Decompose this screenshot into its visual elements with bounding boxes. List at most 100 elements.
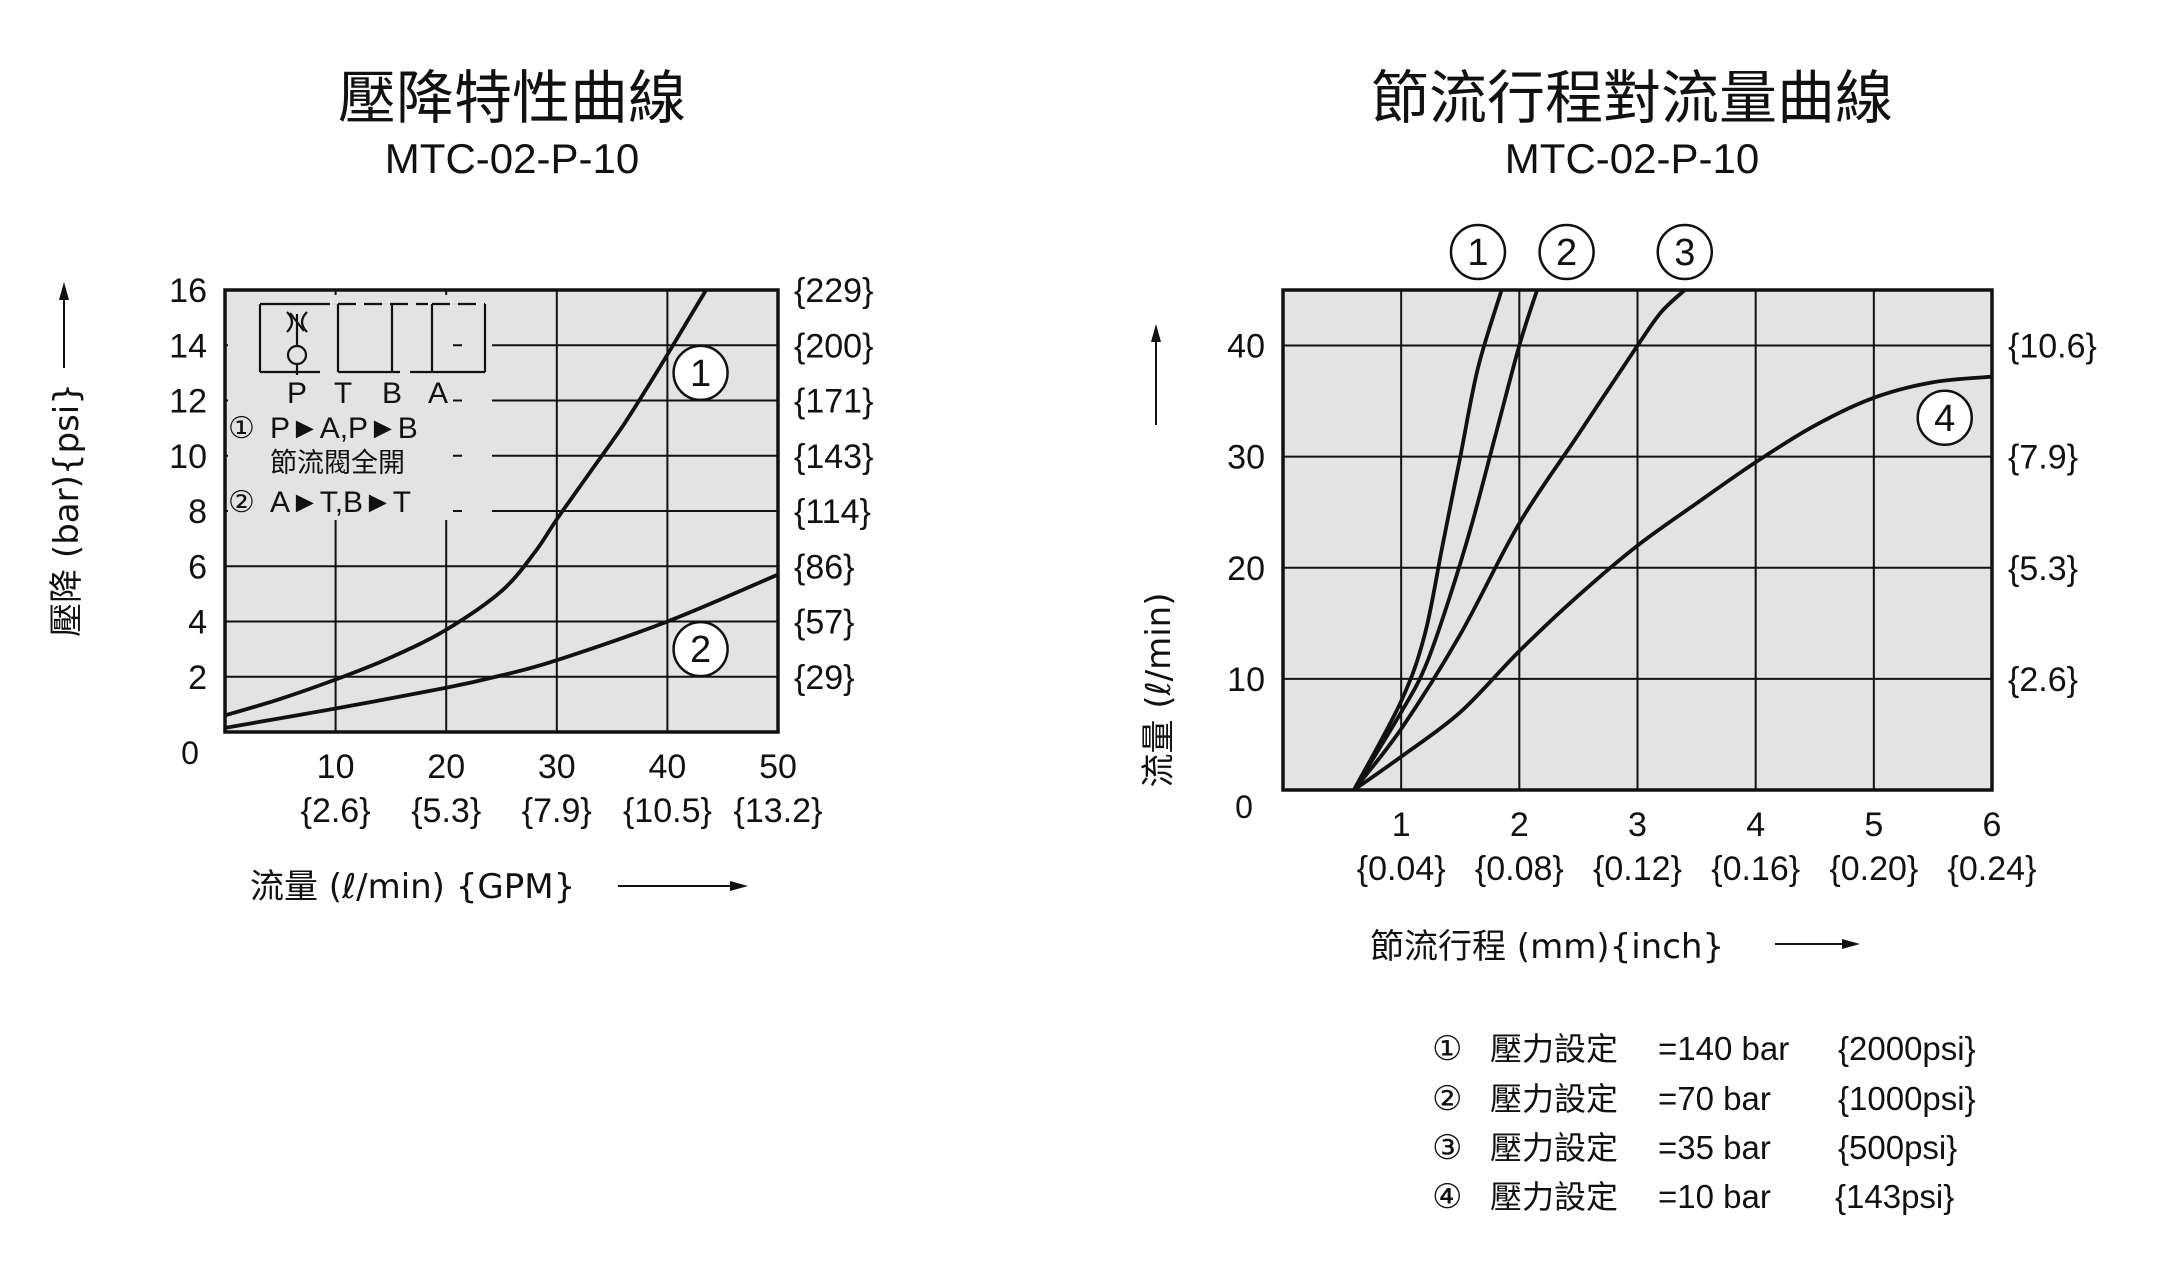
chart1-x-tick-label: 40 <box>648 748 686 786</box>
chart1-y-tick-right: {86} <box>794 548 855 586</box>
chart2-y-tick-right: {7.9} <box>2008 439 2078 477</box>
chart2-series-3-marker-number: 3 <box>1674 232 1695 274</box>
chart1-y-tick-label: 14 <box>169 327 207 365</box>
chart1-x-tick-label: 30 <box>538 748 576 786</box>
chart1-y-axis-label: 壓降 (bar){psi} <box>47 383 87 637</box>
chart2-series-1-marker-circle <box>1449 223 1507 281</box>
footnote-3-psi: {500psi} <box>1838 1129 1957 1166</box>
chart1-ticks: 10{2.6}20{5.3}30{7.9}40{10.5}50{13.2}2 {2… <box>169 272 873 830</box>
chart1-y-tick-label: 8 <box>188 493 207 531</box>
chart1-series-2-marker-number: 2 <box>690 629 711 671</box>
chart2-y-tick-right: {2.6} <box>2008 661 2078 699</box>
chart1-y-tick-right: {57} <box>794 604 855 642</box>
valve-symbol-icon <box>258 302 487 375</box>
chart2-x-axis-label: 節流行程 (mm){inch} <box>1370 927 1724 967</box>
chart2-y-axis-label: 流量 (ℓ/min) <box>1139 593 1179 788</box>
throttle-flow-chart: 節流行程對流量曲線 MTC-02-P-10 1 2 3 4 1 {0.04} 2 {0.08… <box>1139 64 2097 1216</box>
chart2-x-tick-sub: {0.08} <box>1475 850 1564 888</box>
chart1-x-zero-label: 0 <box>181 735 199 771</box>
chart1-x-tick-sub: {7.9} <box>522 792 592 830</box>
chart1-y-tick-label: 4 <box>188 604 207 642</box>
footnote-2-value: =70 bar <box>1658 1080 1771 1117</box>
chart2-series-1-line <box>1352 290 1504 790</box>
chart1-y-tick-right: {171} <box>794 383 873 421</box>
chart1-x-tick-label: 10 <box>317 748 355 786</box>
chart1-y-tick-label: 12 <box>169 383 207 421</box>
footnote-4-marker: ④ <box>1432 1178 1462 1216</box>
chart2-y-tick-label: 10 <box>1227 661 1265 699</box>
chart1-y-tick-label: 16 <box>169 272 207 310</box>
inset-background-strip <box>462 295 492 513</box>
chart2-series-2-marker-circle <box>1538 223 1595 281</box>
chart1-subtitle: MTC-02-P-10 <box>385 135 639 182</box>
chart1-y-tick-right: {29} <box>794 659 855 697</box>
chart1-x-tick-sub: {2.6} <box>301 792 371 830</box>
chart1-x-axis-label: 流量 (ℓ/min) {GPM} <box>250 867 575 907</box>
chart2-x-tick-label: 5 <box>1864 806 1883 844</box>
chart2-x-tick-sub: {0.24} <box>1948 850 2037 888</box>
footnote-2-psi: {1000psi} <box>1838 1080 1976 1117</box>
port-label-a: A <box>428 377 448 410</box>
chart1-y-tick-label: 2 <box>188 659 207 697</box>
chart2-x-tick-sub: {0.12} <box>1593 850 1682 888</box>
footnote-3-marker: ③ <box>1432 1129 1462 1167</box>
chart2-series-2-line <box>1352 290 1539 790</box>
chart2-footnotes: ① 壓力設定 =140 bar {2000psi} ② 壓力設定 =70 bar… <box>1432 1030 1976 1216</box>
inset-item-1-note: 節流閥全開 <box>270 448 405 479</box>
chart2-x-arrow-icon <box>1775 939 1860 949</box>
chart1-y-tick-right: {114} <box>794 493 871 531</box>
chart2-series-3-marker-circle <box>1656 223 1714 281</box>
chart2-x-tick-sub: {0.20} <box>1829 850 1918 888</box>
chart2-y-arrow-icon <box>1151 324 1161 425</box>
chart1-frame <box>223 288 780 734</box>
chart1-x-tick-sub: {5.3} <box>411 792 481 830</box>
inset-item-2-marker: ② <box>228 486 255 519</box>
chart2-subtitle: MTC-02-P-10 <box>1505 135 1759 182</box>
chart1-y-tick-right: {200} <box>794 327 873 365</box>
chart2-series: 1 2 3 4 <box>1352 223 1992 790</box>
footnote-2-label: 壓力設定 <box>1490 1080 1618 1118</box>
footnote-4-psi: {143psi} <box>1835 1178 1954 1215</box>
chart2-series-1-marker-number: 1 <box>1467 232 1488 274</box>
port-label-t: T <box>334 377 352 410</box>
chart2-frame <box>1281 288 1994 792</box>
chart2-grid <box>1283 290 1992 790</box>
footnote-2-marker: ② <box>1432 1080 1462 1118</box>
chart2-series-3-line <box>1352 290 1687 790</box>
chart2-x-tick-label: 1 <box>1392 806 1411 844</box>
chart2-y-tick-label: 30 <box>1227 439 1265 477</box>
chart2-title: 節流行程對流量曲線 <box>1371 64 1893 132</box>
chart1-series-1-marker-circle <box>672 344 729 402</box>
chart1-x-tick-label: 50 <box>759 748 797 786</box>
port-label-b: B <box>382 377 402 410</box>
chart1-x-tick-sub: {10.5} <box>623 792 712 830</box>
chart2-ticks: 1 {0.04} 2 {0.08} 3 {0.12} 4 {0.16} 5 {0.20} 6 {0.2… <box>1227 328 2097 888</box>
inset-item-2-text: A►T,B►T <box>270 486 411 519</box>
chart2-x-tick-sub: {0.16} <box>1711 850 1800 888</box>
chart2-y-tick-right: {5.3} <box>2008 550 2078 588</box>
footnote-4-value: =10 bar <box>1658 1178 1771 1215</box>
chart2-x-tick-sub: {0.04} <box>1357 850 1446 888</box>
chart1-y-tick-label: 10 <box>169 438 207 476</box>
pressure-drop-chart: 壓降特性曲線 MTC-02-P-10 <box>47 64 873 907</box>
chart1-series-1-line <box>225 290 708 718</box>
chart1-x-tick-sub: {13.2} <box>734 792 823 830</box>
footnote-4-label: 壓力設定 <box>1490 1178 1618 1216</box>
chart2-series-2-marker-number: 2 <box>1556 232 1577 274</box>
chart1-series-2-marker-circle <box>672 620 729 678</box>
chart2-x-tick-label: 2 <box>1510 806 1529 844</box>
footnote-1-marker: ① <box>1432 1030 1462 1068</box>
chart2-y-tick-label: 40 <box>1227 328 1265 366</box>
chart1-y-arrow-icon <box>59 282 69 368</box>
inset-background <box>228 295 453 520</box>
chart1-inset-legend: P T B A ① P►A,P►B 節流閥全開 ② A►T,B►T <box>228 295 492 520</box>
footnote-3-label: 壓力設定 <box>1490 1129 1618 1167</box>
chart1-x-tick-label: 20 <box>427 748 465 786</box>
chart1-title: 壓降特性曲線 <box>338 64 686 132</box>
chart2-series-4-marker-circle <box>1916 389 1973 447</box>
chart1-y-tick-right: {229} <box>794 272 873 310</box>
chart1-y-tick-right: {143} <box>794 438 873 476</box>
chart1-x-arrow-icon <box>618 881 748 891</box>
chart2-x-tick-label: 4 <box>1746 806 1765 844</box>
